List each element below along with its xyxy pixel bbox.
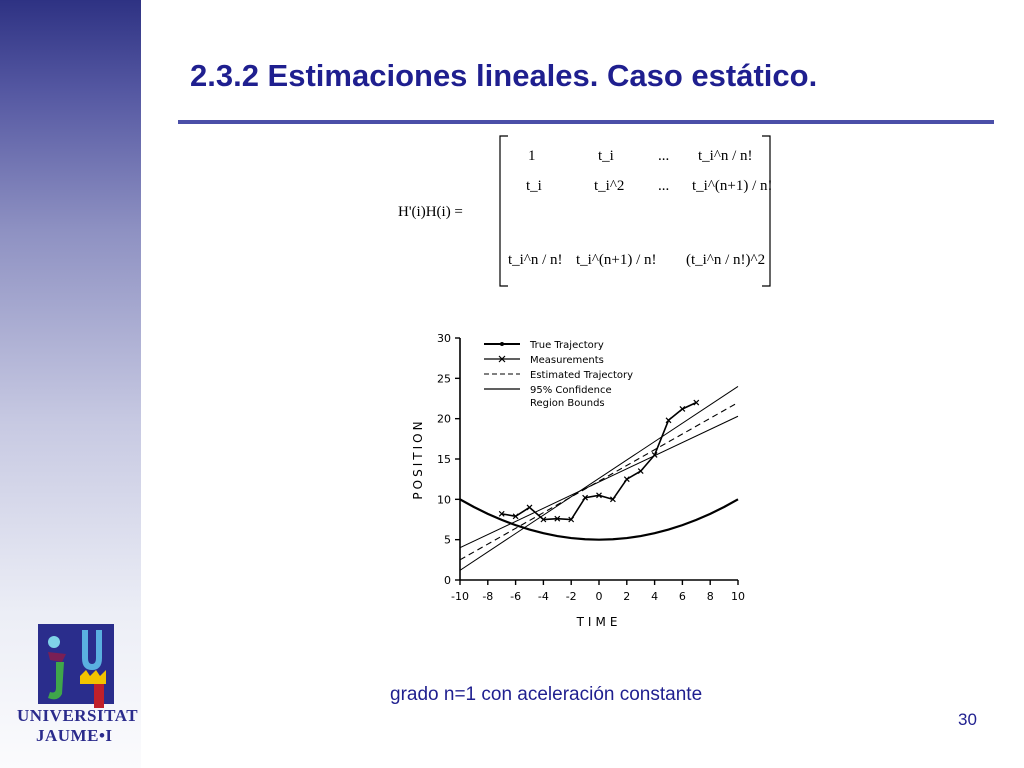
- true-trajectory-line: [460, 498, 739, 541]
- formula-cell: t_i: [598, 148, 614, 164]
- x-tick-label: 2: [623, 590, 630, 603]
- measurement-point: [554, 515, 561, 522]
- legend-label: Estimated Trajectory: [530, 370, 633, 381]
- measurement-point: [637, 468, 644, 475]
- universitat-jaume-i-logo-icon: [38, 624, 114, 708]
- matrix-formula: H'(i)H(i) = 1 t_i ... t_i^n / n! t_i t_i…: [398, 135, 773, 287]
- measurement-point: [498, 510, 505, 517]
- y-tick-label: 15: [437, 453, 451, 466]
- y-tick-label: 25: [437, 372, 451, 385]
- legend-label: 95% Confidence Region Bounds: [530, 385, 612, 409]
- y-axis-label: POSITION: [411, 418, 425, 499]
- x-tick-label: 0: [596, 590, 603, 603]
- measurement-point: [568, 516, 575, 523]
- confidence-bound-line: [460, 385, 739, 571]
- figure-caption: grado n=1 con aceleración constante: [390, 684, 703, 705]
- x-tick-label: -10: [451, 590, 469, 603]
- title-underline: [178, 120, 994, 124]
- measurement-point: [526, 504, 533, 511]
- university-name-line2: JAUME•I: [36, 726, 113, 745]
- measurement-point: [609, 496, 616, 503]
- x-tick-label: -8: [482, 590, 493, 603]
- x-tick-label: 6: [679, 590, 686, 603]
- formula-cell: t_i^n / n!: [698, 148, 753, 164]
- y-tick-label: 5: [444, 534, 451, 547]
- formula-lhs: H'(i)H(i) =: [398, 204, 463, 220]
- x-tick-label: 8: [707, 590, 714, 603]
- measurements-line: [501, 401, 697, 521]
- confidence-bound-line: [460, 415, 739, 549]
- legend-label: True Trajectory: [529, 340, 604, 351]
- legend-label: Measurements: [530, 355, 604, 366]
- y-tick-label: 10: [437, 493, 451, 506]
- formula-cell: t_i^(n+1) / n!: [692, 178, 773, 194]
- estimated-trajectory-line: [460, 402, 739, 561]
- measurement-point: [693, 399, 700, 406]
- formula-cell: t_i^2: [594, 178, 624, 194]
- x-tick-label: -6: [510, 590, 521, 603]
- measurement-point: [679, 406, 686, 412]
- formula-cell: t_i: [526, 178, 542, 194]
- x-tick-label: 10: [731, 590, 745, 603]
- x-tick-label: -2: [566, 590, 577, 603]
- x-tick-label: -4: [538, 590, 549, 603]
- university-name-line1: UNIVERSITAT: [17, 706, 139, 725]
- formula-cell: t_i^(n+1) / n!: [576, 252, 657, 268]
- page-title: 2.3.2 Estimaciones lineales. Caso estáti…: [190, 58, 818, 93]
- formula-cell: (t_i^n / n!)^2: [686, 252, 765, 268]
- measurement-point: [540, 516, 547, 523]
- y-tick-label: 30: [437, 332, 451, 345]
- page-number: 30: [958, 710, 977, 729]
- x-axis-label: TIME: [576, 615, 622, 629]
- measurement-point: [665, 417, 672, 424]
- measurement-point: [582, 494, 589, 501]
- measurement-point: [596, 492, 602, 499]
- legend-marker: [498, 355, 506, 363]
- legend-marker: [500, 342, 504, 346]
- y-tick-label: 0: [444, 574, 451, 587]
- formula-cell: ...: [658, 178, 669, 194]
- x-tick-label: 4: [651, 590, 658, 603]
- formula-cell: t_i^n / n!: [508, 252, 563, 268]
- formula-cell: ...: [658, 148, 669, 164]
- y-tick-label: 20: [437, 413, 451, 426]
- measurement-point: [623, 476, 630, 483]
- position-time-chart: 0 5 10 15 20 25 30 -10 -8 -6 -4 -2 0 2 4 6 8 10 TIME POSITI…: [411, 332, 745, 629]
- measurement-point: [512, 513, 519, 520]
- formula-cell: 1: [528, 148, 536, 164]
